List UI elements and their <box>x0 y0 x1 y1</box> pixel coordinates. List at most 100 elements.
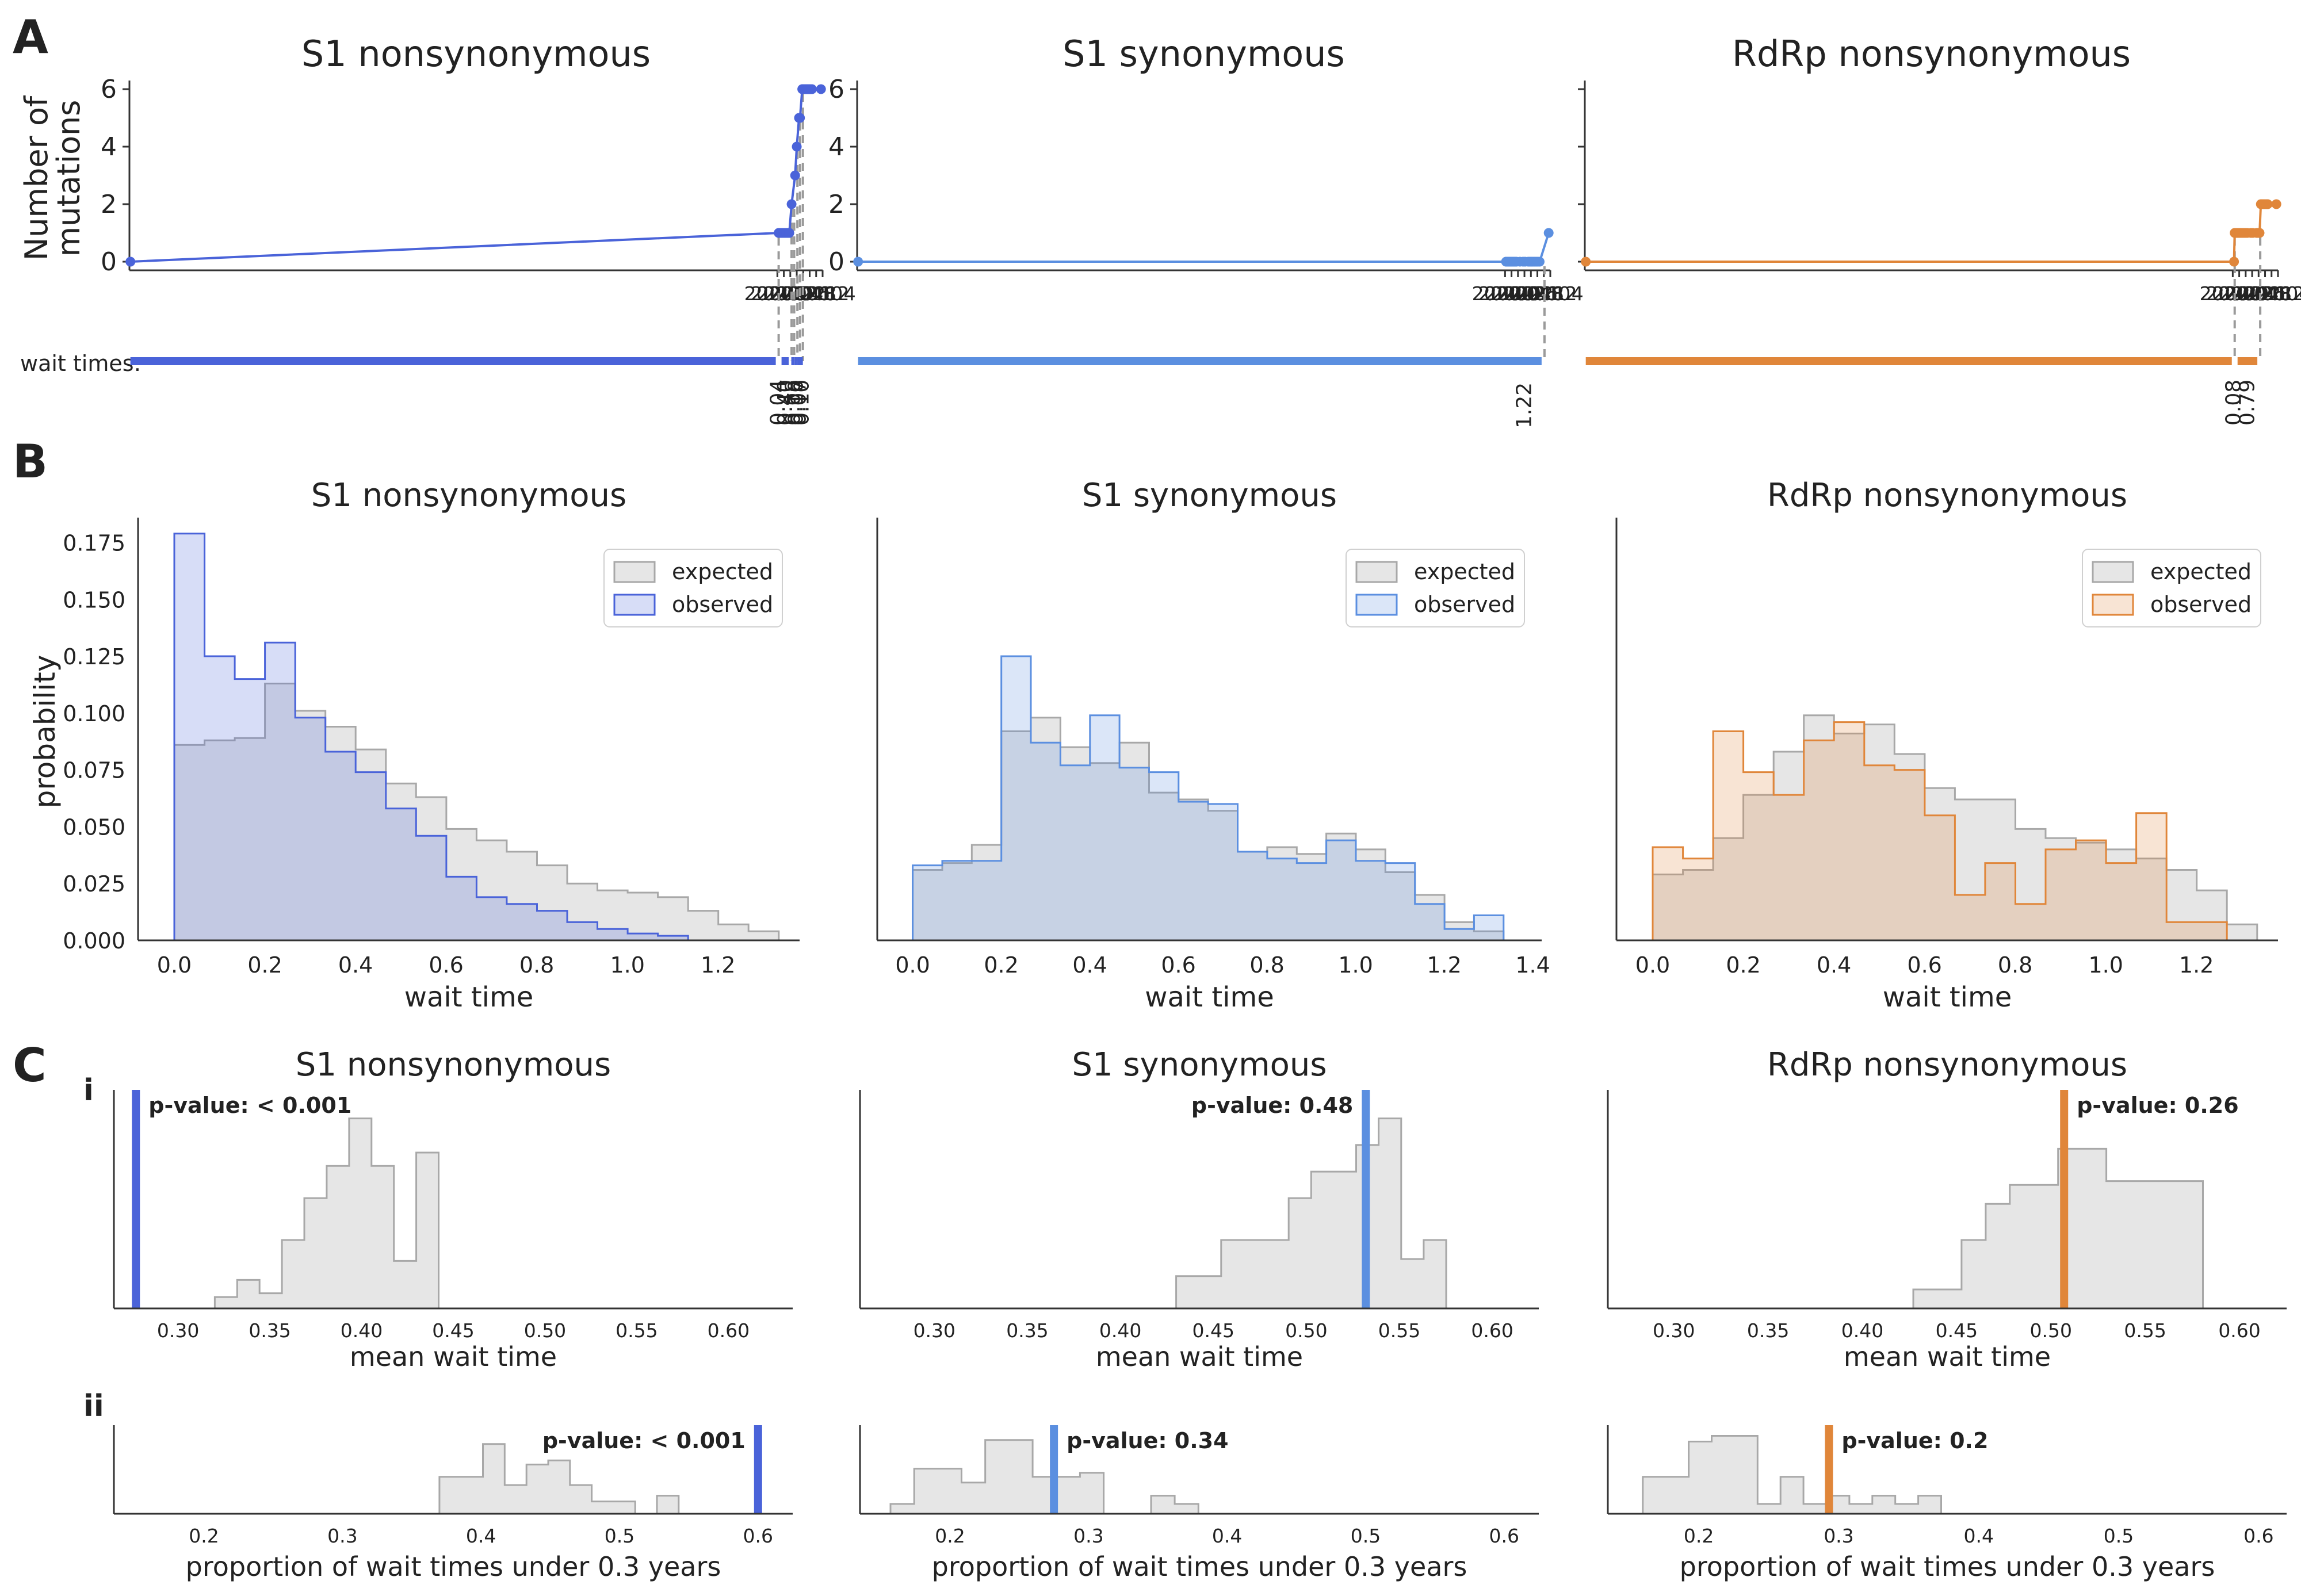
legend-box <box>1346 549 1525 627</box>
y-tick-label: 0.075 <box>63 758 125 783</box>
observed-histogram <box>1652 721 2257 941</box>
x-tick-label: 0.0 <box>1635 952 1670 978</box>
x-tick-label: 0.3 <box>327 1525 357 1547</box>
x-tick-label: 2020.4 <box>757 282 823 305</box>
x-tick-label: 0.6 <box>429 952 463 978</box>
x-tick-label: 2020.0 <box>1472 282 1538 305</box>
x-tick-label: 0.55 <box>616 1319 658 1342</box>
legend-observed-label: observed <box>1414 592 1515 617</box>
x-tick-label: 0.2 <box>247 952 282 978</box>
mutation-point <box>792 141 802 152</box>
y-tick-label: 4 <box>101 132 117 162</box>
x-axis-label: proportion of wait times under 0.3 years <box>186 1551 721 1582</box>
x-tick-label: 0.60 <box>1471 1319 1513 1342</box>
x-tick-label: 2021.0 <box>777 282 843 305</box>
y-tick-label: 0.100 <box>63 701 125 726</box>
y-tick-label: 0 <box>101 247 117 277</box>
x-tick-label: 2020.2 <box>1478 282 1545 305</box>
x-tick-label: 0.6 <box>1161 952 1195 978</box>
chart-title: S1 nonsynonymous <box>296 1046 611 1084</box>
panel-letter-b: B <box>13 435 48 488</box>
x-tick-label: 2021.0 <box>1504 282 1570 305</box>
observed-histogram <box>173 533 779 941</box>
x-axis-label: proportion of wait times under 0.3 years <box>932 1551 1467 1582</box>
y-tick-label: 2 <box>828 190 844 219</box>
x-tick-label: 2021.0 <box>2232 282 2298 305</box>
charts-layer: S1 nonsynonymous2020.02020.22020.42020.6… <box>63 33 2301 1582</box>
wait-time-label: 0.10 <box>784 380 808 426</box>
x-tick-label: 0.4 <box>1072 952 1107 978</box>
x-axis-label: wait time <box>1145 981 1274 1013</box>
x-tick-label: 2020.6 <box>2219 282 2285 305</box>
mutation-point <box>2254 228 2265 238</box>
x-tick-label: 0.0 <box>157 952 192 978</box>
y-tick-label: 6 <box>828 75 844 104</box>
mutation-point <box>784 228 794 238</box>
chart-title: S1 synonymous <box>1082 477 1337 514</box>
legend-box <box>603 549 783 627</box>
x-tick-label: 2021.2 <box>2238 282 2301 305</box>
wait-times-label: wait times: <box>20 351 141 376</box>
mutation-point <box>816 84 826 94</box>
x-tick-label: 0.30 <box>157 1319 199 1342</box>
x-tick-label: 0.4 <box>338 952 373 978</box>
x-tick-label: 1.4 <box>1515 952 1550 978</box>
x-tick-label: 1.0 <box>610 952 644 978</box>
x-tick-label: 0.6 <box>2243 1525 2273 1547</box>
legend-observed-swatch <box>2092 594 2134 616</box>
y-tick-label: 0.175 <box>63 530 125 556</box>
x-tick-label: 0.40 <box>1841 1319 1883 1342</box>
x-tick-label: 0.6 <box>743 1525 773 1547</box>
y-tick-label: 0.025 <box>63 871 125 897</box>
mutation-point <box>795 113 805 123</box>
legend-observed-label: observed <box>672 592 773 617</box>
x-tick-label: 0.45 <box>1936 1319 1978 1342</box>
legend-observed-label: observed <box>2150 592 2252 617</box>
y-tick-label: 0.000 <box>63 928 125 954</box>
mutation-point <box>2262 199 2273 209</box>
legend-box <box>2082 549 2261 627</box>
x-tick-label: 0.30 <box>913 1319 955 1342</box>
x-tick-label: 0.2 <box>1726 952 1760 978</box>
x-tick-label: 1.2 <box>2179 952 2214 978</box>
x-tick-label: 0.4 <box>466 1525 496 1547</box>
legend-observed-swatch <box>1355 594 1398 616</box>
x-tick-label: 2021.4 <box>2245 282 2301 305</box>
y-tick-label: 0.050 <box>63 814 125 840</box>
wait-time-label: 0.08 <box>2222 380 2245 426</box>
x-tick-label: 0.35 <box>1006 1319 1048 1342</box>
x-tick-label: 0.50 <box>524 1319 566 1342</box>
x-tick-label: 2020.8 <box>2226 282 2292 305</box>
x-tick-label: 0.2 <box>935 1525 965 1547</box>
legend-expected-label: expected <box>672 559 773 584</box>
wait-time-label: 0.10 <box>790 380 813 426</box>
wait-time-label: 1.22 <box>1512 382 1536 428</box>
y-tick-label: 2 <box>101 190 117 219</box>
chart-title: S1 nonsynonymous <box>311 477 626 514</box>
x-tick-label: 0.8 <box>1998 952 2032 978</box>
mutation-point <box>2271 199 2281 209</box>
mutation-point <box>1534 257 1545 267</box>
x-tick-label: 0.50 <box>1285 1319 1327 1342</box>
x-tick-label: 0.3 <box>1824 1525 1853 1547</box>
mutation-point <box>807 84 817 94</box>
x-axis-label: proportion of wait times under 0.3 years <box>1680 1551 2215 1582</box>
x-axis-label: wait time <box>1883 981 2012 1013</box>
mutation-point <box>790 170 800 181</box>
y-tick-label: 0 <box>828 247 844 277</box>
x-tick-label: 0.4 <box>1212 1525 1242 1547</box>
chart-title: RdRp nonsynonymous <box>1767 477 2127 514</box>
x-tick-label: 0.0 <box>895 952 930 978</box>
x-tick-label: 0.4 <box>1817 952 1851 978</box>
section-a-ylabel-line1: Number of <box>18 95 55 261</box>
panel-letter-c: C <box>13 1039 47 1092</box>
x-tick-label: 0.3 <box>1073 1525 1103 1547</box>
p-value-label: p-value: 0.26 <box>2077 1093 2238 1118</box>
legend-expected-swatch <box>2092 561 2134 583</box>
x-tick-label: 0.5 <box>2104 1525 2134 1547</box>
wait-time-label: 0.04 <box>766 380 790 426</box>
x-axis-label: wait time <box>404 981 534 1013</box>
x-tick-label: 0.60 <box>708 1319 750 1342</box>
wait-time-label: 0.79 <box>2236 380 2260 426</box>
